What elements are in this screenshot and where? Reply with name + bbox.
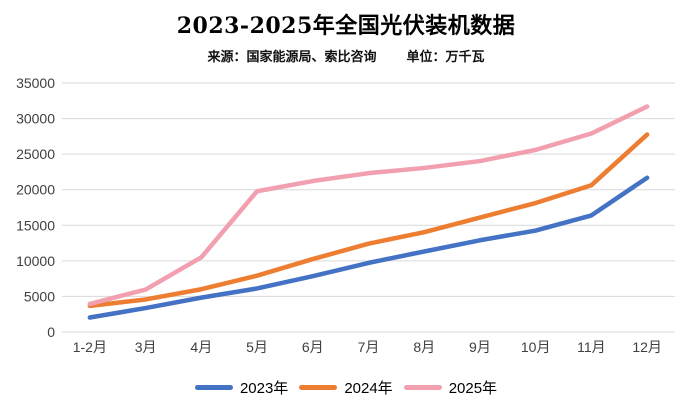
chart-title: 2023-2025年全国光伏装机数据 — [176, 13, 516, 39]
x-axis-label-5: 6月 — [302, 339, 324, 355]
chart-subtitle: 来源：国家能源局、索比咨询 单位：万千瓦 — [0, 46, 692, 65]
legend-swatch-2024 — [299, 385, 338, 390]
x-axis-label-4: 5月 — [246, 339, 268, 355]
legend: 2023年 2024年 2025年 — [0, 377, 692, 398]
x-axis-label-10: 11月 — [577, 339, 606, 355]
x-axis-label-11: 12月 — [632, 339, 662, 355]
x-axis-label-2: 3月 — [135, 339, 157, 355]
y-axis-label-25000: 25000 — [16, 146, 55, 162]
x-axis-label-3: 4月 — [190, 339, 212, 355]
y-axis-label-10000: 10000 — [16, 253, 55, 269]
legend-label-2025: 2025年 — [448, 380, 498, 397]
y-axis-label-35000: 35000 — [16, 75, 55, 91]
series-line-2025 — [87, 104, 650, 307]
x-axis-label-9: 10月 — [521, 339, 551, 355]
y-axis-label-5000: 5000 — [24, 288, 55, 304]
x-axis-label-1: 1-2月 — [73, 339, 107, 355]
y-axis-label-0: 0 — [47, 324, 55, 340]
series-line-2023 — [87, 175, 650, 320]
legend-swatch-2025 — [403, 385, 442, 390]
source-label: 来源：国家能源局、索比咨询 — [207, 50, 377, 65]
legend-label-2023: 2023年 — [239, 380, 289, 397]
legend-item-2023: 2023年 — [194, 377, 289, 398]
x-axis-label-8: 9月 — [469, 339, 491, 355]
series-line-2024 — [87, 132, 650, 309]
y-axis-label-15000: 15000 — [16, 217, 55, 233]
y-axis-label-20000: 20000 — [16, 182, 55, 198]
legend-label-2024: 2024年 — [344, 380, 393, 397]
x-axis-label-6: 7月 — [358, 339, 380, 355]
x-axis-label-7: 8月 — [413, 339, 435, 355]
legend-item-2025: 2025年 — [403, 377, 498, 398]
y-axis-label-30000: 30000 — [16, 111, 55, 127]
unit-label: 单位：万千瓦 — [406, 50, 485, 65]
legend-swatch-2023 — [194, 385, 233, 390]
legend-item-2024: 2024年 — [299, 377, 393, 398]
